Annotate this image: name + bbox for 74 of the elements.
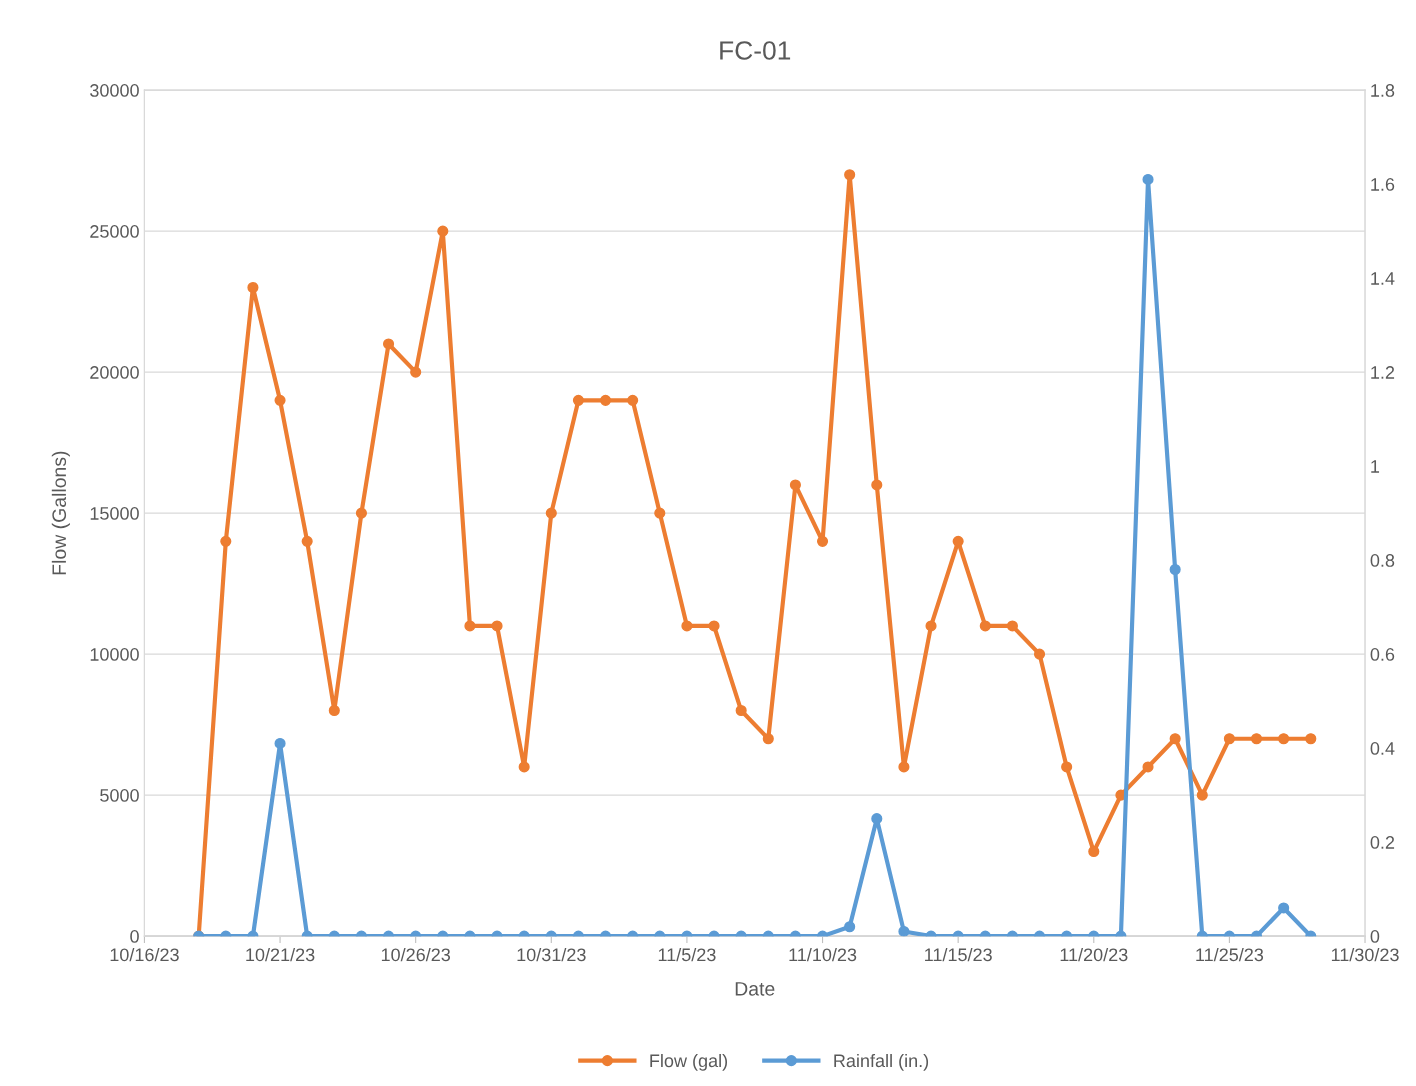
point <box>898 761 910 773</box>
point <box>871 479 883 491</box>
point <box>410 366 422 378</box>
x-tick-label: 11/15/23 <box>925 947 992 962</box>
point <box>979 620 991 632</box>
y-axis-title: Flow (Gallons) <box>51 451 70 575</box>
point <box>355 507 367 519</box>
y2-tick-label: 0.8 <box>1370 554 1395 567</box>
point <box>844 169 856 181</box>
y-tick-label: 5000 <box>100 789 139 802</box>
point <box>627 394 639 406</box>
point <box>491 620 503 632</box>
point <box>816 535 829 547</box>
x-tick-label: 10/31/23 <box>517 947 586 962</box>
point <box>247 281 259 294</box>
y2-tick-label: 1 <box>1371 460 1380 473</box>
x-tick-label: 11/30/23 <box>1331 947 1399 962</box>
x-tick-label: 11/20/23 <box>1060 947 1128 962</box>
point <box>464 620 476 632</box>
point <box>1061 761 1073 773</box>
point <box>762 733 774 745</box>
chart-title: FC-01 <box>720 41 791 60</box>
y2-tick-label: 1.6 <box>1371 178 1395 191</box>
y2-tick-label: 0.4 <box>1370 742 1395 755</box>
x-tick-label: 10/26/23 <box>381 947 451 962</box>
point <box>681 620 693 632</box>
x-tick-label: 10/21/23 <box>246 947 315 962</box>
point <box>437 225 449 237</box>
x-tick-label: 11/10/23 <box>789 947 857 962</box>
point <box>1169 563 1181 576</box>
point <box>1305 733 1317 745</box>
point <box>572 394 584 406</box>
point <box>301 535 313 547</box>
legend-label: Flow (gal) <box>650 1053 728 1071</box>
y2-tick-label: 1.2 <box>1371 366 1395 379</box>
point <box>545 507 557 519</box>
point <box>1006 620 1018 632</box>
point <box>1169 733 1181 745</box>
point <box>518 761 530 773</box>
y2-tick-label: 1.4 <box>1371 272 1395 285</box>
point <box>708 620 720 632</box>
point <box>220 535 232 547</box>
point <box>789 479 801 491</box>
point <box>1142 173 1154 185</box>
point <box>1223 733 1235 745</box>
legend-label: Rainfall (in.) <box>834 1053 929 1071</box>
y-tick-label: 15000 <box>90 507 139 520</box>
point <box>1196 789 1208 801</box>
y2-tick-label: 0.6 <box>1370 648 1395 661</box>
point <box>1142 761 1154 773</box>
y2-tick-label: 0.2 <box>1370 836 1395 849</box>
point <box>274 737 286 749</box>
point <box>735 704 747 717</box>
y-tick-label: 10000 <box>90 648 139 661</box>
y-tick-label: 0 <box>130 930 139 943</box>
point <box>1278 733 1290 745</box>
point <box>654 507 666 519</box>
x-axis-title: Date <box>735 982 775 996</box>
x-tick-label: 10/16/23 <box>110 947 179 962</box>
x-tick-label: 11/25/23 <box>1196 947 1264 962</box>
y2-tick-label: 0 <box>1370 930 1380 943</box>
point <box>274 394 286 406</box>
point <box>382 338 395 350</box>
x-tick-label: 11/5/23 <box>658 947 716 962</box>
point <box>599 394 612 406</box>
point <box>1250 733 1263 745</box>
point <box>952 535 964 547</box>
y-tick-label: 30000 <box>90 84 139 97</box>
y2-tick-label: 1.8 <box>1371 84 1395 97</box>
point <box>1033 648 1046 660</box>
point <box>925 620 937 632</box>
y-tick-label: 20000 <box>90 366 139 379</box>
y-tick-label: 25000 <box>90 225 139 238</box>
point <box>328 704 340 717</box>
